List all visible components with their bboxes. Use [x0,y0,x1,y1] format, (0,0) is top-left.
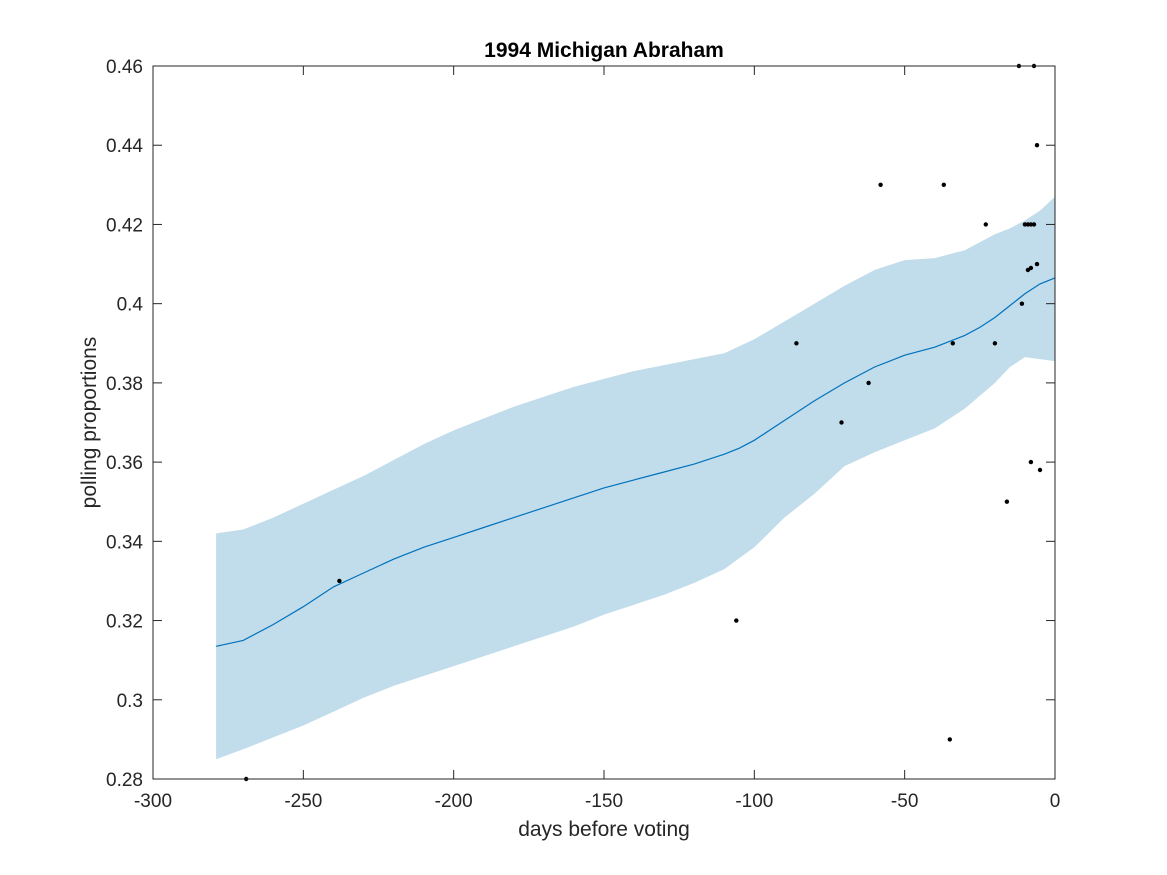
y-axis-ticks: 0.28 0.3 0.32 0.34 0.36 0.38 0.4 0.42 0.44 0.46 [106,57,1055,791]
y-axis-label: polling proportions [78,337,101,509]
poll-point [1019,301,1025,306]
y-tick-label: 0.44 [106,136,143,157]
plot-area [215,63,1056,782]
chart-title: 1994 Michigan Abraham [484,39,724,62]
y-tick-label: 0.3 [117,691,143,712]
x-tick-label: -150 [585,791,623,812]
poll-point [950,341,955,346]
x-axis-label: days before voting [518,818,690,841]
poll-point [1004,499,1010,504]
poll-point [1034,261,1040,267]
x-tick-label: -50 [891,791,918,812]
confidence-band [216,196,1056,760]
y-tick-label: 0.42 [106,215,143,236]
poll-point [866,380,871,386]
poll-point [1034,143,1040,148]
poll-point [878,182,883,187]
poll-point [337,578,342,584]
x-tick-label: -200 [435,791,473,812]
poll-point [992,341,998,346]
x-tick-label: 0 [1050,791,1061,812]
poll-point [941,182,946,187]
trend-line [215,277,1056,647]
x-tick-label: -250 [284,791,322,812]
poll-point [1028,222,1034,227]
poll-point [983,222,988,227]
y-tick-label: 0.46 [106,57,143,78]
poll-point [1037,467,1043,473]
y-tick-label: 0.34 [106,532,143,553]
y-tick-label: 0.32 [106,612,143,633]
poll-point [1028,265,1034,271]
poll-point [1031,222,1037,227]
x-tick-label: -100 [735,791,773,812]
y-tick-label: 0.28 [106,770,143,791]
poll-point [839,420,844,425]
x-tick-label: -300 [134,791,172,812]
poll-point [734,618,739,623]
x-axis-ticks: -300 -250 -200 -150 -100 -50 0 [134,66,1060,812]
y-tick-label: 0.36 [106,453,143,474]
y-tick-label: 0.4 [117,295,144,316]
y-tick-label: 0.38 [106,374,143,395]
poll-point [1028,459,1034,465]
poll-point [794,341,799,346]
poll-point [947,737,952,742]
